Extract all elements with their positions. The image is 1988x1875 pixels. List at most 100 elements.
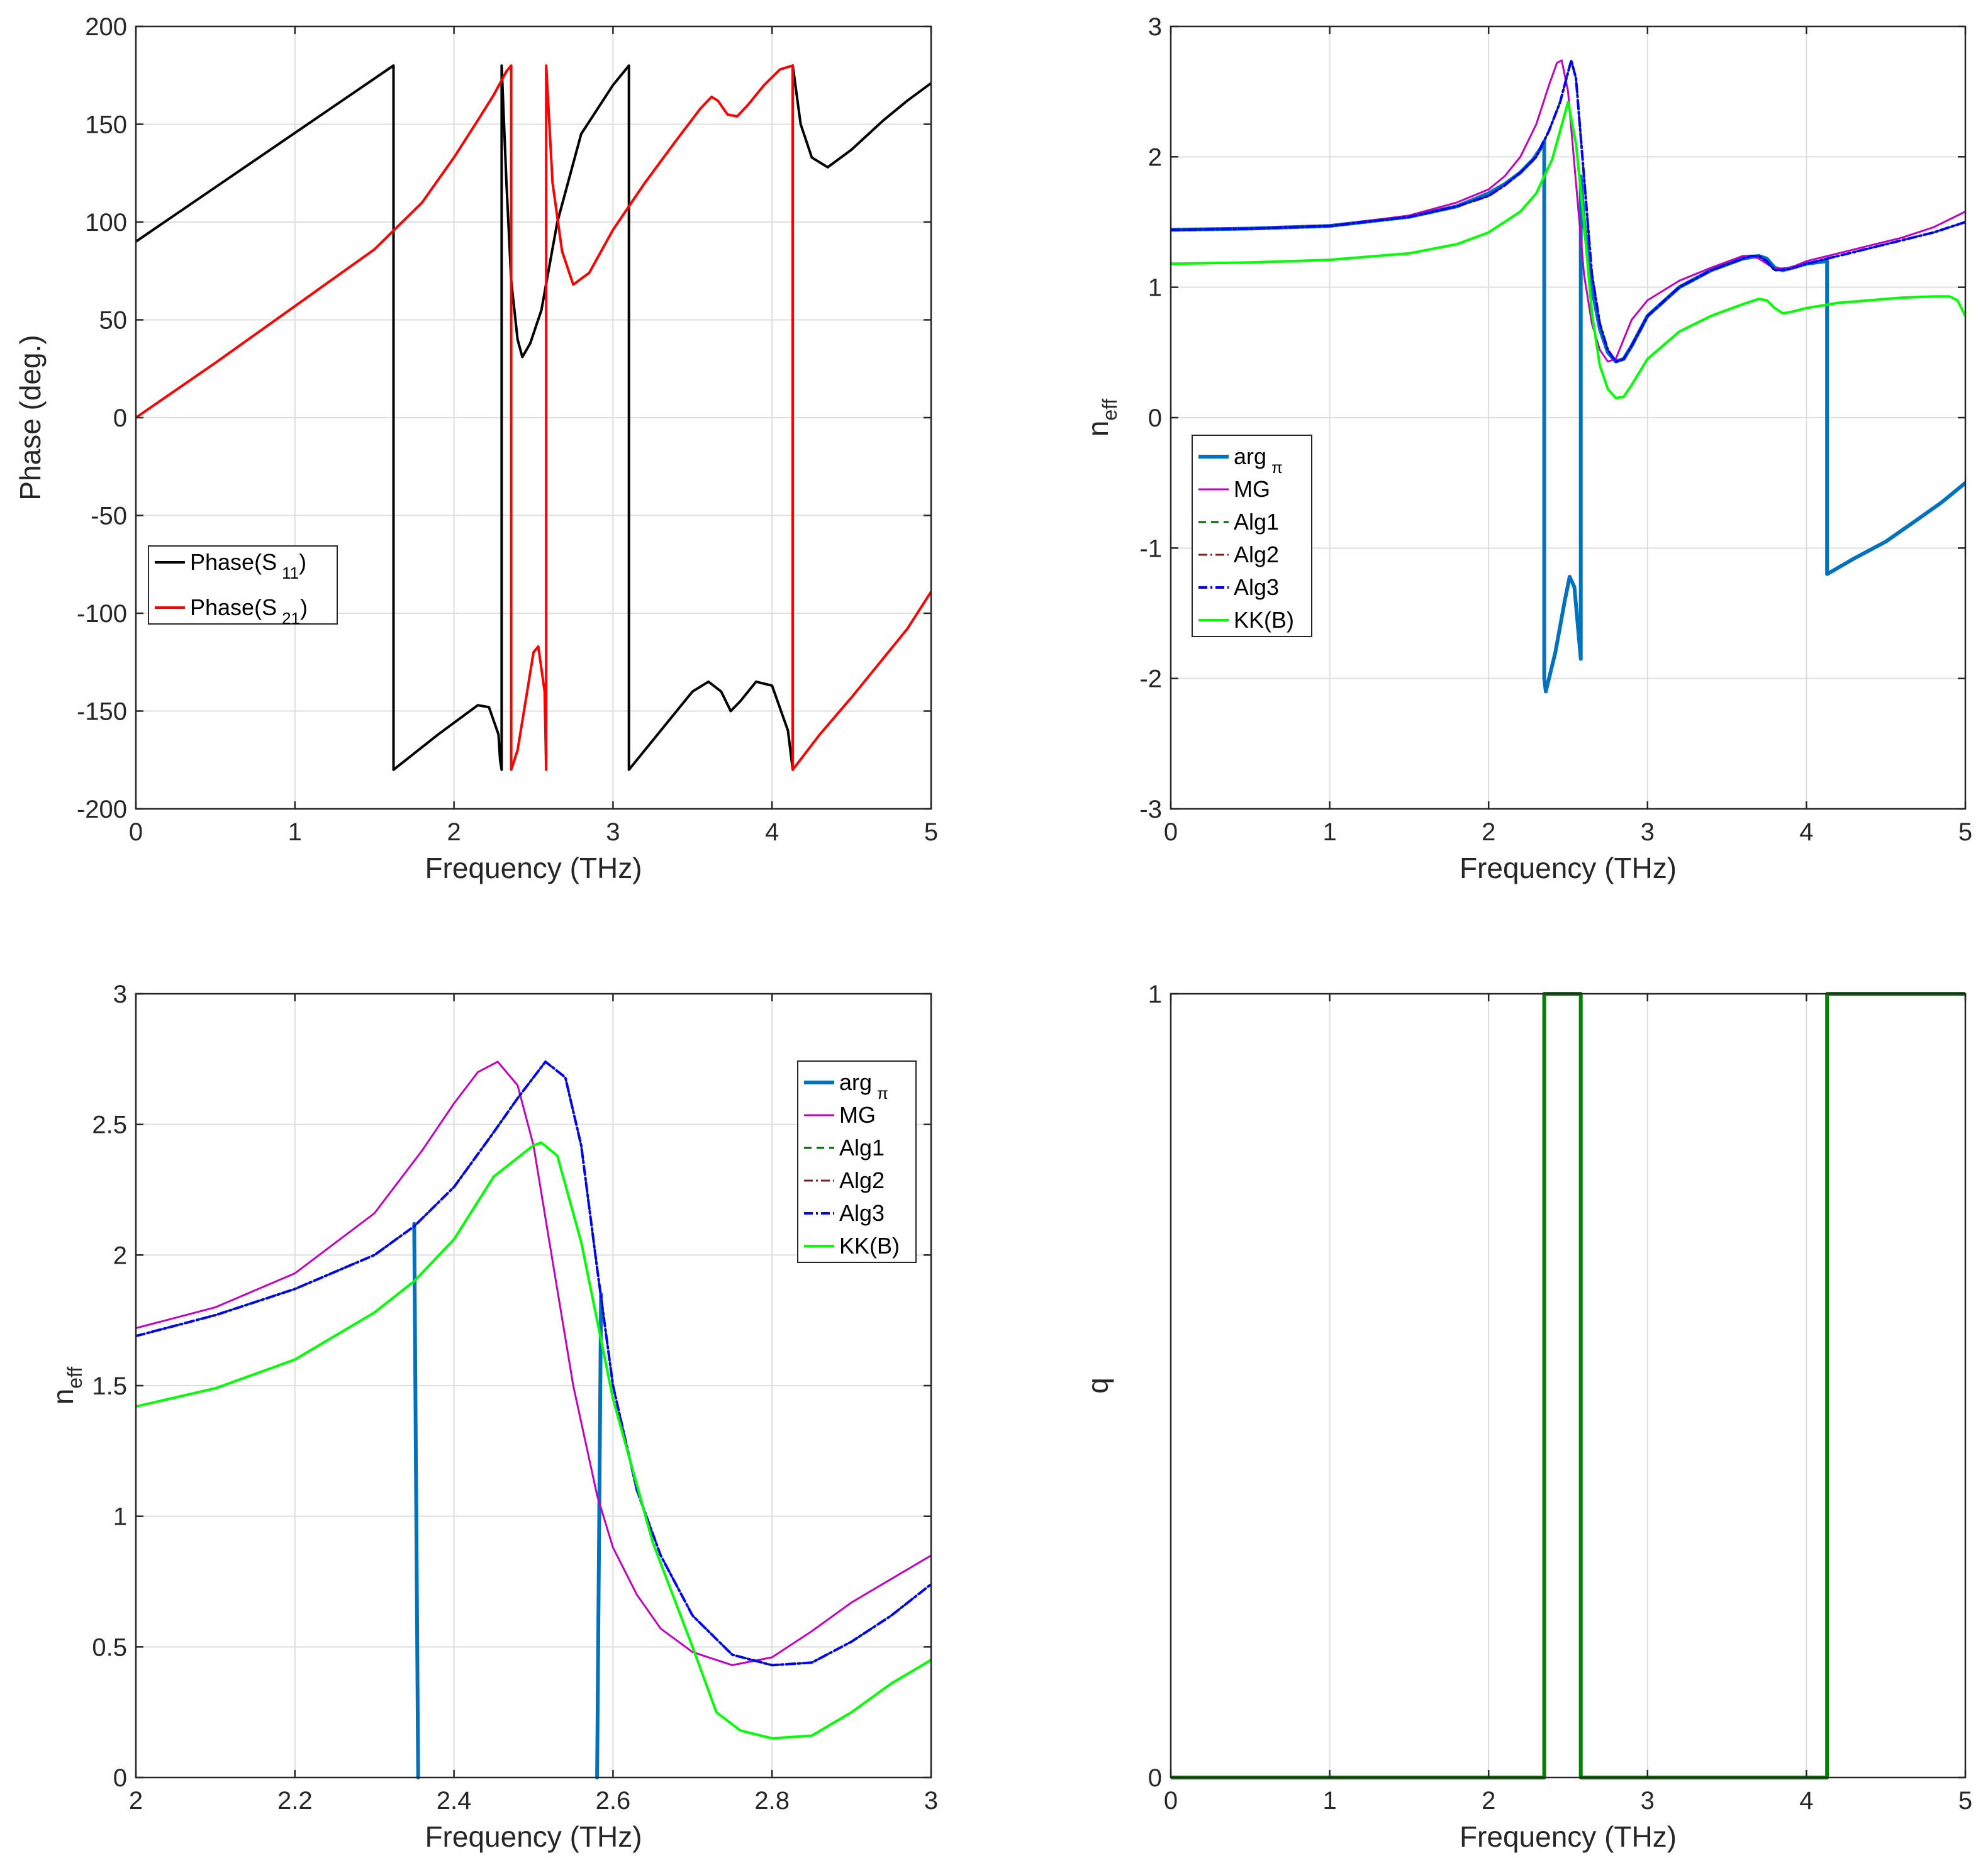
x-tick-label: 5 — [1958, 818, 1972, 846]
y-tick-label: 150 — [85, 111, 127, 139]
y-tick-label: 2 — [1148, 143, 1162, 171]
y-axis-label-main: q — [1081, 1377, 1114, 1394]
legend-label: Alg2 — [839, 1167, 885, 1193]
x-tick-label: 2.2 — [277, 1787, 313, 1815]
y-tick-label: 1.5 — [92, 1372, 127, 1400]
x-tick-label: 0 — [1164, 1787, 1178, 1815]
x-tick-label: 4 — [1799, 818, 1813, 846]
x-tick-label: 1 — [288, 818, 302, 846]
legend-label: Phase(S 21) — [190, 594, 308, 628]
legend-label: arg π — [1234, 443, 1283, 477]
legend-box — [148, 545, 338, 625]
series-line — [412, 1221, 420, 1779]
y-tick-label: 0 — [1148, 404, 1162, 432]
legend-label: Alg3 — [839, 1200, 885, 1226]
y-tick-label: 100 — [85, 209, 127, 236]
x-tick-label: 2 — [1482, 1787, 1495, 1815]
y-axis-label-subscript: eff — [64, 1367, 86, 1389]
y-tick-label: 0 — [1148, 1764, 1162, 1792]
axes-frame — [1170, 993, 1967, 1779]
series-group — [1171, 992, 1965, 1779]
x-tick-label: 2.6 — [596, 1787, 631, 1815]
chart-phase: 0 1 2 3 4 5 -200 -150 -100 -50 0 50 100 150 200 Frequen… — [14, 13, 938, 884]
x-tick-label: 1 — [1322, 818, 1336, 846]
legend-label: arg π — [839, 1069, 888, 1103]
legend-label-main: MG — [839, 1102, 876, 1128]
y-tick-label: -100 — [77, 600, 127, 628]
x-axis-label: Frequency (THz) — [425, 1820, 642, 1853]
legend: Phase(S 11) Phase(S 21) — [148, 545, 338, 628]
x-tick-label: 2.4 — [437, 1787, 472, 1815]
x-tick-label: 2 — [129, 1787, 143, 1815]
plot-area — [1171, 994, 1965, 1778]
series-group — [136, 1060, 931, 1779]
chart-neff-zoom: 2 2.2 2.4 2.6 2.8 3 0 0.5 1 1.5 2 2.5 3 Frequency (TH… — [47, 981, 938, 1853]
legend-label: Phase(S 11) — [190, 549, 306, 582]
legend-label: Alg1 — [839, 1135, 885, 1160]
y-tick-label: 3 — [113, 981, 127, 1008]
y-axis-label: Phase (deg.) — [14, 335, 47, 500]
legend-label-subscript: π — [877, 1084, 888, 1103]
legend-label-main: Alg3 — [839, 1200, 885, 1226]
y-tick-label: 1 — [1148, 981, 1162, 1008]
y-tick-label: 1 — [113, 1503, 127, 1531]
y-tick-label: 200 — [85, 13, 127, 41]
y-axis-label: q — [1081, 1377, 1114, 1394]
series-group — [1171, 58, 1965, 694]
y-tick-label: 50 — [99, 307, 128, 335]
legend-label-main: Alg3 — [1234, 574, 1279, 600]
legend-label: MG — [839, 1102, 876, 1128]
y-axis-label: neff — [1081, 399, 1121, 437]
x-tick-label: 2 — [1482, 818, 1495, 846]
x-tick-label: 3 — [1641, 1787, 1655, 1815]
legend-label-main: Alg2 — [1234, 542, 1279, 567]
legend-label-main: Alg2 — [839, 1167, 885, 1193]
legend-label-main: arg — [839, 1069, 872, 1095]
y-tick-label: 3 — [1148, 13, 1162, 41]
series-line — [595, 1292, 603, 1779]
legend-label-main: arg — [1234, 443, 1266, 469]
chart-neff-full: 0 1 2 3 4 5 -3 -2 -1 0 1 2 3 Frequency (THz) neff arg πM… — [1081, 13, 1972, 884]
legend-label: KK(B) — [839, 1233, 900, 1259]
legend: arg πMG Alg1 Alg2 Alg3 KK(B) — [797, 1060, 917, 1263]
legend-label-subscript: 11 — [282, 564, 299, 582]
y-tick-label: 0.5 — [92, 1633, 127, 1661]
legend-label-main: KK(B) — [1234, 607, 1294, 633]
y-tick-label: 2 — [113, 1242, 127, 1269]
legend-box — [797, 1060, 917, 1263]
legend-label-main: Alg1 — [839, 1135, 885, 1160]
y-tick-label: -2 — [1139, 665, 1162, 693]
legend: arg πMG Alg1 Alg2 Alg3 KK(B) — [1192, 435, 1312, 637]
x-axis-label: Frequency (THz) — [1460, 1820, 1677, 1853]
series-group — [136, 64, 931, 771]
legend-label-close: ) — [300, 594, 308, 620]
series-line — [1171, 992, 1965, 1779]
series-line — [136, 64, 931, 771]
chart-q: 0 1 2 3 4 5 0 1 Frequency (THz) q — [1081, 981, 1972, 1853]
legend-label-subscript: π — [1271, 458, 1283, 477]
x-tick-label: 1 — [1322, 1787, 1336, 1815]
legend-label-subscript: 21 — [282, 609, 300, 628]
y-tick-label: 1 — [1148, 274, 1162, 302]
y-tick-label: -1 — [1139, 535, 1162, 562]
y-tick-label: -3 — [1139, 796, 1162, 823]
legend-label: KK(B) — [1234, 607, 1294, 633]
series-line — [1171, 59, 1965, 363]
x-tick-label: 4 — [765, 818, 779, 846]
y-tick-label: 2.5 — [92, 1111, 127, 1139]
series-line — [136, 1060, 931, 1667]
series-line — [1171, 58, 1965, 363]
series-line — [136, 1141, 931, 1740]
legend-label-main: KK(B) — [839, 1233, 900, 1259]
legend-label-close: ) — [299, 549, 306, 575]
x-tick-label: 3 — [924, 1787, 938, 1815]
x-tick-label: 4 — [1799, 1787, 1813, 1815]
legend-label: Alg1 — [1234, 509, 1279, 535]
x-tick-label: 3 — [1641, 818, 1655, 846]
x-tick-label: 0 — [1164, 818, 1178, 846]
legend-label: Alg2 — [1234, 542, 1279, 567]
legend-label-main: MG — [1234, 476, 1270, 502]
legend-label-main: Phase(S — [190, 594, 277, 620]
y-tick-label: -200 — [77, 796, 127, 823]
